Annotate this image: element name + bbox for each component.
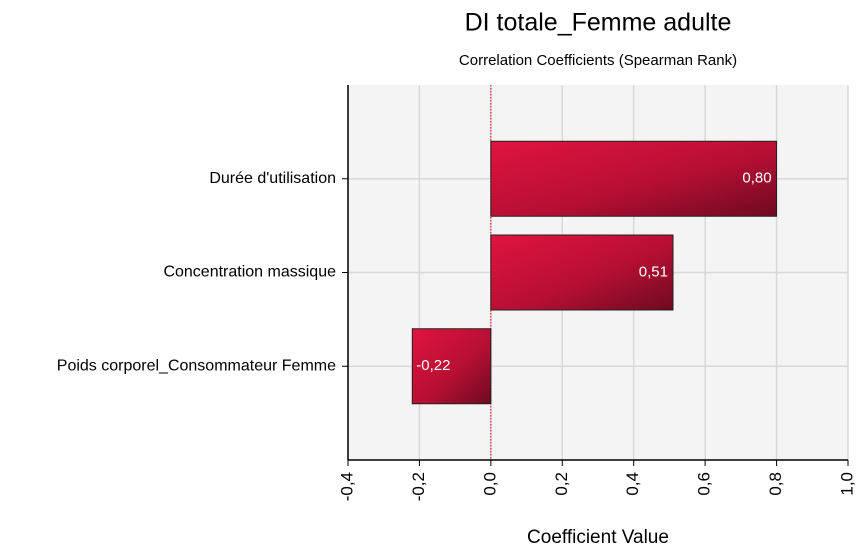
value-label: -0,22 — [416, 357, 450, 374]
chart-title: DI totale_Femme adulte — [465, 9, 732, 37]
value-label: 0,80 — [742, 170, 771, 187]
x-tick-label: 0,2 — [552, 472, 571, 496]
chart-subtitle: Correlation Coefficients (Spearman Rank) — [459, 52, 737, 69]
x-tick-label: 0,4 — [623, 472, 642, 496]
bar — [490, 234, 674, 311]
y-tick-label: Poids corporel_Consommateur Femme — [57, 357, 336, 374]
bar — [490, 140, 778, 217]
x-tick-label: 0,8 — [766, 472, 785, 496]
x-tick-label: 1,0 — [837, 472, 856, 496]
bar — [411, 328, 492, 405]
x-tick-label: 0,0 — [480, 472, 499, 496]
x-axis-label: Coefficient Value — [527, 527, 669, 548]
x-tick-label: 0,6 — [695, 472, 714, 496]
value-label: 0,51 — [639, 263, 668, 280]
y-tick-label: Durée d'utilisation — [209, 170, 336, 187]
x-tick-label: -0,2 — [409, 472, 428, 501]
x-tick-label: -0,4 — [337, 472, 356, 501]
y-tick-label: Concentration massique — [163, 264, 336, 281]
